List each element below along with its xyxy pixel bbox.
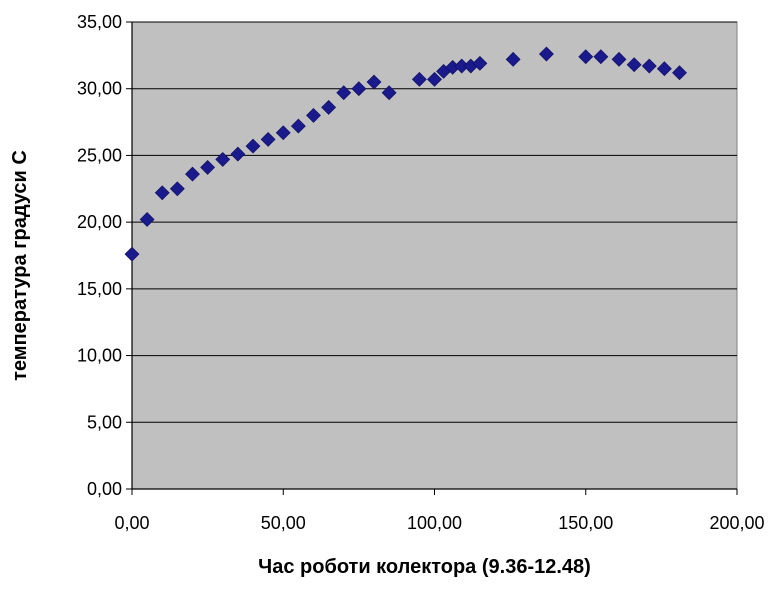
y-tick-label: 0,00 [87,479,122,499]
y-axis-title: температура градуси С [9,150,31,381]
data-point [154,185,170,201]
data-point [139,212,155,227]
y-tick-label: 20,00 [77,212,122,232]
data-point [539,46,554,62]
data-point [306,107,321,123]
data-point [169,181,185,197]
data-point [593,49,609,65]
data-point [124,246,140,262]
data-point [411,71,427,87]
x-tick-label: 50,00 [261,513,306,533]
data-points [124,46,687,262]
data-point [381,85,397,101]
data-point [505,51,521,67]
data-point [260,131,276,147]
y-tick-label: 10,00 [77,346,122,366]
data-point [472,55,488,71]
x-tick-label: 100,00 [407,513,462,533]
data-point [200,160,216,175]
data-point [641,58,657,74]
data-point [275,125,291,141]
x-tick-label: 150,00 [558,513,613,533]
y-tick-label: 5,00 [87,412,122,432]
y-tick-label: 25,00 [77,145,122,165]
data-point [427,71,442,87]
data-point [336,85,352,101]
data-point [578,49,594,65]
x-axis-title: Час роботи колектора (9.36-12.48) [258,556,591,578]
y-tick-label: 30,00 [77,79,122,99]
data-point [290,118,306,134]
x-tick-label: 0,00 [114,513,149,533]
data-point [185,166,200,182]
data-point [245,138,261,154]
plot-area [131,21,738,490]
data-point [230,146,246,162]
tick-labels: 0,00 5,00 10,00 15,00 20,00 25,00 30,00 35,00 0,… [77,12,765,533]
data-point [366,74,382,90]
data-point [215,152,231,167]
data-point [611,51,627,67]
y-tick-label: 35,00 [77,12,122,32]
data-point [672,65,687,81]
data-point [321,99,337,115]
data-point [626,57,642,73]
data-point [656,61,672,77]
data-point [351,81,367,97]
x-tick-label: 200,00 [709,513,764,533]
y-tick-label: 15,00 [77,279,122,299]
